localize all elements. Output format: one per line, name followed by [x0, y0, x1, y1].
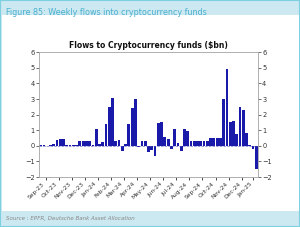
Bar: [242, 110, 245, 146]
Bar: [88, 141, 91, 146]
Bar: [200, 141, 202, 146]
Bar: [170, 146, 173, 149]
Bar: [131, 108, 134, 146]
Bar: [59, 139, 62, 146]
Bar: [203, 141, 206, 146]
Bar: [62, 139, 65, 146]
Bar: [196, 141, 199, 146]
Bar: [65, 145, 68, 146]
Bar: [147, 146, 150, 152]
Bar: [193, 141, 196, 146]
Bar: [137, 146, 140, 147]
Bar: [128, 123, 130, 146]
Bar: [144, 141, 147, 146]
Bar: [105, 124, 107, 146]
Bar: [212, 138, 215, 146]
Text: Figure 85: Weekly flows into cryptocurrency funds: Figure 85: Weekly flows into cryptocurre…: [6, 8, 207, 17]
Title: Flows to Cryptocurrency funds ($bn): Flows to Cryptocurrency funds ($bn): [69, 41, 228, 50]
Bar: [52, 144, 55, 146]
Bar: [39, 145, 42, 146]
Bar: [92, 145, 94, 146]
Bar: [82, 141, 85, 146]
Bar: [236, 134, 238, 146]
Bar: [154, 146, 156, 156]
Bar: [114, 141, 117, 146]
Bar: [101, 142, 104, 146]
Bar: [72, 145, 75, 146]
Bar: [108, 107, 111, 146]
Bar: [111, 98, 114, 146]
Bar: [219, 138, 222, 146]
Bar: [216, 138, 218, 146]
Bar: [118, 140, 121, 146]
Bar: [209, 138, 212, 146]
Bar: [124, 144, 127, 146]
Bar: [248, 145, 251, 146]
Bar: [69, 145, 71, 146]
Bar: [226, 69, 228, 146]
Bar: [245, 133, 248, 146]
Bar: [79, 141, 81, 146]
Bar: [157, 123, 160, 146]
Bar: [141, 141, 143, 146]
Bar: [255, 146, 258, 169]
Bar: [85, 141, 88, 146]
Bar: [180, 146, 183, 151]
Bar: [206, 141, 209, 146]
Bar: [252, 146, 254, 149]
Bar: [49, 145, 52, 146]
Bar: [167, 139, 169, 146]
Bar: [176, 143, 179, 146]
Bar: [134, 99, 137, 146]
Bar: [75, 145, 78, 146]
Bar: [98, 144, 101, 146]
Bar: [190, 141, 192, 146]
Bar: [173, 129, 176, 146]
Bar: [222, 99, 225, 146]
Bar: [186, 131, 189, 146]
Bar: [238, 107, 242, 146]
Bar: [43, 145, 45, 146]
Bar: [160, 122, 163, 146]
Text: Source : EPFR, Deutsche Bank Asset Allocation: Source : EPFR, Deutsche Bank Asset Alloc…: [6, 216, 135, 221]
Bar: [232, 121, 235, 146]
Bar: [121, 146, 124, 151]
Bar: [95, 129, 98, 146]
Bar: [56, 140, 58, 146]
Bar: [229, 122, 232, 146]
Bar: [183, 129, 186, 146]
Bar: [164, 137, 166, 146]
Bar: [150, 146, 153, 150]
